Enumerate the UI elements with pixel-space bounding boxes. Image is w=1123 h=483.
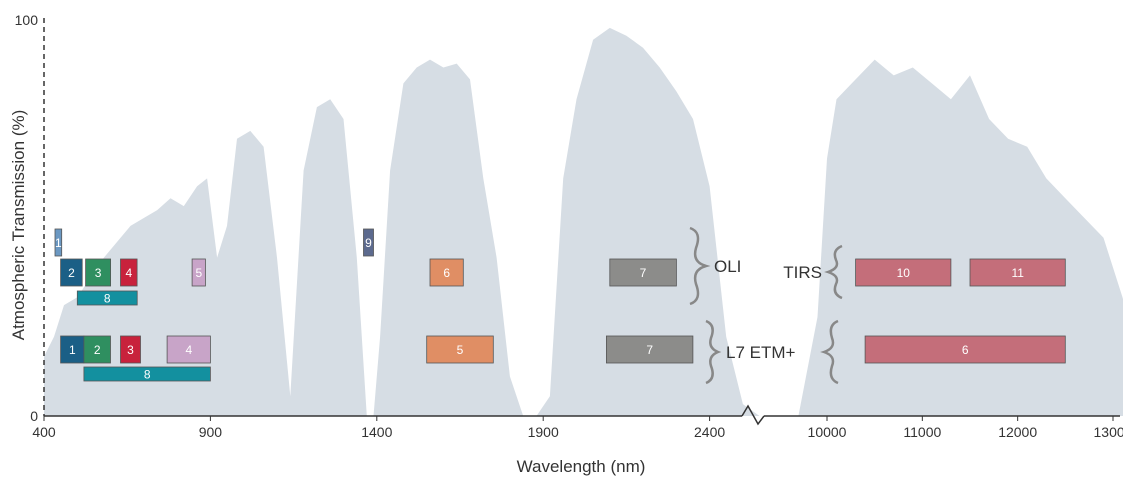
x-axis-label: Wavelength (nm): [517, 457, 646, 476]
band-box: [864, 335, 1066, 364]
band-label: 8: [144, 368, 151, 382]
band-label: 9: [365, 236, 372, 250]
band-label: 3: [127, 343, 134, 357]
band-box: [429, 258, 464, 287]
x-tick-label: 1400: [361, 424, 392, 440]
x-tick-label: 900: [199, 424, 223, 440]
band-box: [191, 258, 206, 287]
band-box: [54, 228, 63, 257]
y-axis-label: Atmospheric Transmission (%): [9, 110, 28, 341]
x-axis-break-mark: [741, 404, 765, 426]
band-box: [609, 258, 677, 287]
etm-brace: [705, 319, 722, 385]
y-tick-label: 0: [30, 408, 38, 424]
band-label: 6: [962, 343, 969, 357]
band-box: [120, 258, 138, 287]
band-box: [606, 335, 694, 364]
band-label: 3: [95, 266, 102, 280]
x-tick-label: 12000: [998, 424, 1037, 440]
band-box: [166, 335, 211, 364]
band-box: [83, 335, 111, 364]
band-label: 7: [640, 266, 647, 280]
x-tick-label: 10000: [808, 424, 847, 440]
band-label: 11: [1011, 266, 1024, 280]
band-label: 10: [897, 266, 911, 280]
band-box: [60, 258, 83, 287]
y-tick-label: 100: [15, 12, 39, 28]
band-label: 5: [195, 266, 202, 280]
oli-brace: [689, 226, 711, 306]
band-label: 4: [185, 343, 192, 357]
band-box: [76, 290, 138, 306]
band-box: [855, 258, 952, 287]
x-tick-label: 11000: [903, 424, 941, 440]
oli-label: OLI: [714, 257, 741, 276]
x-tick-label: 400: [32, 424, 56, 440]
band-label: 2: [68, 266, 75, 280]
x-tick-label: 1900: [528, 424, 559, 440]
band-box: [120, 335, 141, 364]
etm-thermal-brace: [820, 319, 839, 385]
band-label: 4: [126, 266, 133, 280]
band-box: [363, 228, 374, 257]
band-box: [83, 366, 211, 382]
band-label: 7: [646, 343, 653, 357]
band-label: 5: [457, 343, 464, 357]
band-label: 1: [55, 236, 62, 250]
tirs-brace: [824, 244, 843, 300]
band-label: 8: [104, 292, 111, 306]
band-box: [969, 258, 1066, 287]
tirs-label: TIRS: [783, 263, 822, 282]
transmission-area: [44, 27, 1123, 416]
band-label: 2: [94, 343, 101, 357]
band-box: [426, 335, 494, 364]
x-tick-label: 2400: [694, 424, 725, 440]
band-label: 6: [443, 266, 450, 280]
etm-label: L7 ETM+: [726, 343, 796, 362]
band-label: 1: [69, 343, 76, 357]
band-box: [85, 258, 111, 287]
